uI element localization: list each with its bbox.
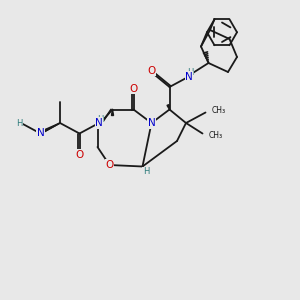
Text: N: N	[95, 118, 103, 128]
Text: CH₃: CH₃	[212, 106, 226, 115]
Polygon shape	[112, 110, 114, 116]
Text: N: N	[185, 71, 193, 82]
Text: O: O	[75, 149, 84, 160]
Text: H: H	[97, 116, 104, 124]
Text: CH₃: CH₃	[209, 130, 223, 140]
Text: N: N	[148, 118, 155, 128]
Text: O: O	[147, 65, 156, 76]
Text: O: O	[129, 83, 138, 94]
Text: O: O	[105, 160, 114, 170]
Text: H: H	[187, 68, 194, 77]
Polygon shape	[167, 105, 170, 110]
Polygon shape	[41, 123, 60, 133]
Text: H: H	[16, 118, 22, 127]
Text: H: H	[143, 167, 149, 176]
Text: N: N	[37, 128, 44, 139]
